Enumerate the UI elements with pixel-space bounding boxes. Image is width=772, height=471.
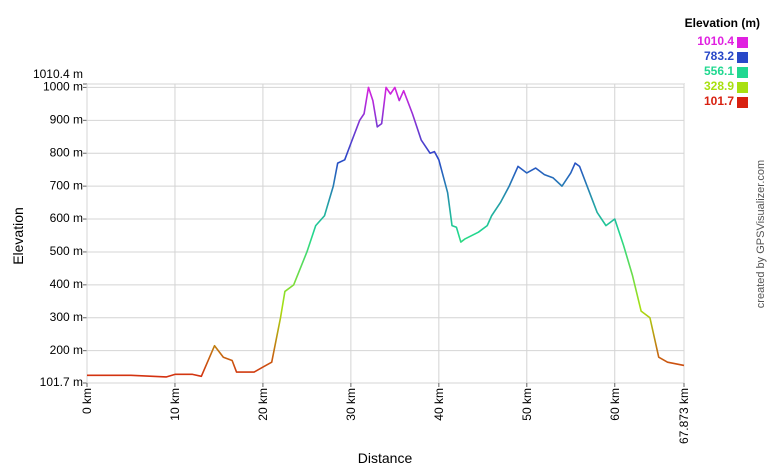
x-tick-label: 20 km	[256, 388, 270, 421]
y-tick-label: 200 m	[50, 343, 83, 357]
legend-label: 556.1	[704, 64, 734, 78]
y-tick-label: 900 m	[50, 112, 83, 126]
legend-swatch	[737, 52, 748, 63]
y-tick-label: 101.7 m	[40, 375, 83, 389]
y-tick-label: 300 m	[50, 310, 83, 324]
y-tick-label: 700 m	[50, 178, 83, 192]
y-axis-title: Elevation	[10, 207, 26, 265]
legend-label: 328.9	[704, 79, 734, 93]
x-axis-title: Distance	[358, 450, 413, 466]
legend-label: 101.7	[704, 94, 734, 108]
elevation-line	[87, 86, 685, 378]
y-tick-label: 1010.4 m	[33, 67, 83, 81]
y-tick-label: 500 m	[50, 244, 83, 258]
x-tick-label: 10 km	[168, 388, 182, 421]
legend-swatch	[737, 37, 748, 48]
y-tick-label: 400 m	[50, 277, 83, 291]
y-tick-label: 600 m	[50, 211, 83, 225]
x-tick-label: 60 km	[608, 388, 622, 421]
plot-area	[86, 83, 685, 384]
x-tick-label: 50 km	[520, 388, 534, 421]
legend-title: Elevation (m)	[685, 16, 760, 30]
legend-swatch	[737, 97, 748, 108]
legend-label: 783.2	[704, 49, 734, 63]
x-tick-label: 0 km	[80, 388, 94, 414]
y-tick-label: 800 m	[50, 145, 83, 159]
legend-swatch	[737, 67, 748, 78]
legend-swatch	[737, 82, 748, 93]
x-tick-label: 40 km	[432, 388, 446, 421]
legend-label: 1010.4	[697, 34, 734, 48]
y-tick-label: 1000 m	[43, 80, 83, 94]
x-tick-label: 30 km	[344, 388, 358, 421]
watermark: created by GPSVisualizer.com	[755, 160, 767, 308]
x-tick-label: 67.873 km	[677, 388, 691, 444]
